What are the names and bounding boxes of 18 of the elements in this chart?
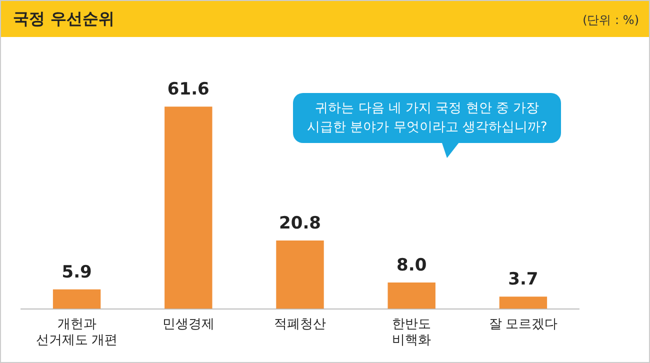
text: (단위 : %)	[582, 12, 639, 29]
data-label: 3.7	[508, 270, 538, 290]
x-tick-label: 잘 모르겠다	[488, 316, 558, 332]
x-tick-label: 민생경제	[162, 316, 214, 332]
annotation: 귀하는 다음 네 가지 국정 현안 중 가장 시급한 분야가 무엇이라고 생각하십니까?	[293, 93, 562, 143]
bar	[52, 289, 101, 309]
bar	[388, 282, 436, 309]
data-label: 61.6	[167, 80, 210, 100]
chart-title: 국정 우선순위	[13, 9, 115, 30]
data-label: 8.0	[396, 255, 427, 276]
bar	[499, 296, 548, 309]
x-tick-label: 적폐청산	[274, 316, 326, 332]
bar	[276, 240, 324, 309]
data-label: 20.8	[279, 213, 321, 234]
data-label: 5.9	[62, 262, 92, 282]
x-tick-label: 한반도 비핵화	[392, 316, 432, 347]
bar	[164, 106, 212, 309]
x-tick-label: 개헌과 선거제도 개편	[36, 316, 118, 347]
